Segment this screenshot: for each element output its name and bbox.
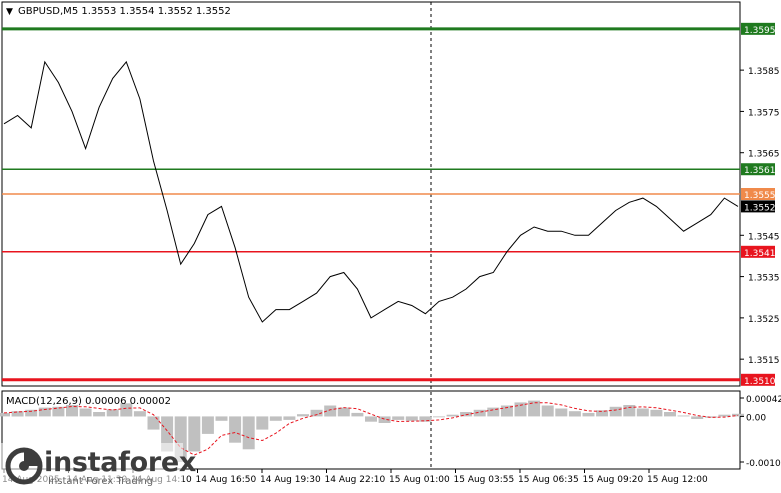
macd-histogram-bar [120,403,133,417]
macd-histogram-bar [147,416,160,430]
price-tick-label: 1.3585 [748,67,780,77]
macd-histogram-bar [337,407,350,417]
time-tick-label: 14 Aug 19:30 [260,475,321,485]
price-tick-label: 1.3515 [748,356,780,366]
macd-histogram-bar [500,405,513,417]
macd-tick-label: -0.00104 [746,459,781,469]
macd-histogram-bar [256,416,269,430]
macd-histogram-bar [133,411,146,417]
macd-histogram-bar [568,411,581,417]
macd-histogram-bar [66,405,78,417]
macd-histogram-bar [419,416,432,422]
macd-histogram-bar [52,406,65,417]
macd-histogram-bar [732,413,744,417]
level-1-3595-tag [741,22,775,35]
time-tick-label: 15 Aug 06:35 [518,475,579,485]
instaforex-logo-icon [5,447,43,485]
level-1-3541-tag [741,245,775,258]
macd-histogram-bar [677,415,690,417]
level-1-3595-label: 1.3595 [744,26,776,36]
macd-histogram-bar [188,416,201,452]
logo-wordmark: instaforex [44,447,197,478]
macd-histogram-bar [365,416,377,422]
price-series-line [3,60,739,323]
watermark-logo [0,443,183,489]
macd-histogram-bar [0,412,10,417]
macd-histogram-bar [691,416,704,419]
macd-tick-label: 0.00042 [746,395,781,405]
macd-histogram-bar [283,416,296,420]
price-tick-label: 1.3535 [748,274,780,284]
macd-histogram-bar [378,416,391,423]
symbol-header: GBPUSD,M5 1.3553 1.3554 1.3552 1.3552 [18,6,231,17]
macd-histogram-bar [555,408,568,417]
level-1-3561-label: 1.3561 [744,166,776,176]
price-tick-label: 1.3545 [748,232,780,242]
macd-histogram-bar [582,412,595,417]
macd-histogram-bar [38,407,51,417]
time-tick-label: 15 Aug 09:20 [583,475,644,485]
macd-histogram-bar [664,412,676,417]
macd-histogram-bar [11,411,24,417]
macd-histogram-bar [392,416,405,420]
logo-tagline: Instant Forex Trading [48,476,154,487]
macd-histogram-bar [405,416,418,421]
macd-histogram-bar [161,416,174,452]
macd-histogram-bar [310,409,323,417]
macd-histogram-bar [446,414,459,417]
macd-histogram-bar [609,406,622,417]
macd-histogram-bar [324,405,337,417]
macd-histogram-bar [473,409,486,417]
macd-histogram-bar [541,405,554,417]
current-price-tag [741,200,775,213]
price-tick-label: 1.3565 [748,150,780,160]
macd-histogram-bar [704,416,717,418]
level-1-3510-label: 1.3510 [744,377,776,387]
macd-histogram-bar [215,416,228,421]
level-1-3555-label: 1.3555 [744,191,776,201]
time-tick-label: 14 Aug 16:50 [196,475,257,485]
time-tick-label: 15 Aug 03:55 [454,475,515,485]
macd-histogram-bar [623,405,636,417]
macd-histogram-bar [297,414,309,417]
level-1-3510-tag [741,373,775,386]
level-1-3561-tag [741,163,775,176]
time-tick-label: 14 Aug 22:10 [325,475,386,485]
macd-histogram-bar [528,400,541,417]
macd-histogram-bar [487,407,500,417]
macd-histogram-bar [351,412,364,417]
level-1-3555-tag [741,188,775,200]
macd-histogram-bar [93,412,106,417]
time-tick-label: 15 Aug 12:00 [647,475,708,485]
macd-histogram-bar [79,408,92,417]
macd-histogram-bar [25,409,38,417]
price-tick-label: 1.3575 [748,108,780,118]
macd-signal-line [3,402,739,456]
collapse-arrow-icon[interactable]: ▼ [6,7,13,17]
macd-histogram-bar [229,416,242,443]
price-tick-label: 1.3525 [748,315,780,325]
macd-histogram-bar [650,409,663,417]
macd-histogram-bar [636,408,649,417]
macd-histogram-bar [201,416,214,434]
macd-histogram-bar [106,409,119,417]
current-price-label: 1.3552 [744,203,776,213]
macd-histogram-bar [718,414,731,417]
macd-histogram-bar [433,416,445,418]
macd-tick-label: 0.00 [746,413,766,423]
macd-title: MACD(12,26,9) 0.00006 0.00002 [6,396,171,407]
macd-histogram-bar [269,416,282,421]
macd-histogram-bar [514,402,527,417]
macd-histogram-bar [596,410,609,417]
time-tick-label: 15 Aug 01:00 [389,475,450,485]
level-1-3541-label: 1.3541 [744,249,776,259]
macd-histogram-bar [242,416,255,450]
